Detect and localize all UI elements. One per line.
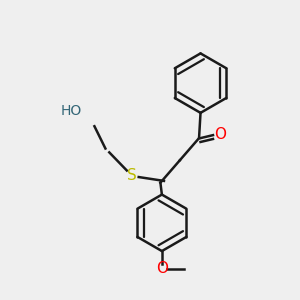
Text: S: S: [127, 168, 137, 183]
Text: HO: HO: [61, 104, 82, 118]
Text: O: O: [214, 127, 226, 142]
Text: O: O: [156, 261, 168, 276]
